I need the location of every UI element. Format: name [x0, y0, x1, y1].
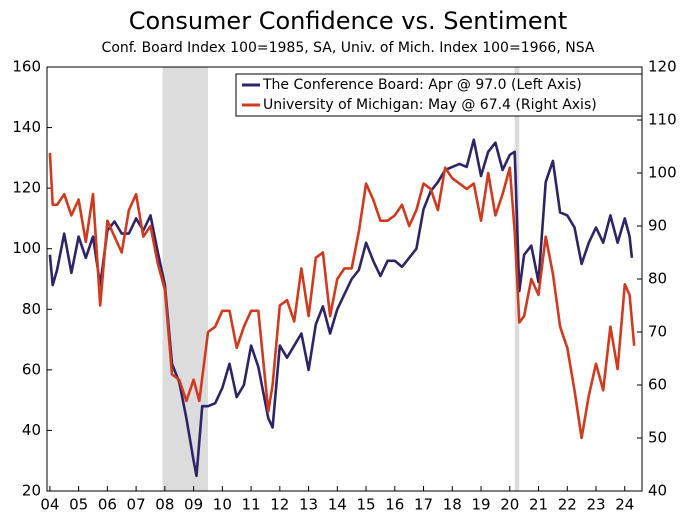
- x-tick-label: 18: [443, 496, 462, 514]
- x-tick-label: 05: [69, 496, 88, 514]
- x-tick-label: 15: [357, 496, 376, 514]
- y2-tick-label: 100: [648, 164, 677, 182]
- y-tick-label: 20: [22, 482, 41, 500]
- x-tick-label: 19: [471, 496, 490, 514]
- y2-tick-label: 80: [648, 270, 667, 288]
- x-tick-label: 08: [155, 496, 174, 514]
- y2-tick-label: 40: [648, 482, 667, 500]
- y-tick-label: 60: [22, 360, 41, 378]
- series-line: [48, 138, 634, 478]
- x-tick-label: 13: [299, 496, 318, 514]
- y2-tick-label: 120: [648, 58, 677, 76]
- x-tick-label: 12: [270, 496, 289, 514]
- x-tick-label: 04: [40, 496, 59, 514]
- legend-label: University of Michigan: May @ 67.4 (Righ…: [263, 97, 597, 113]
- x-tick-label: 11: [242, 496, 261, 514]
- x-tick-label: 07: [127, 496, 146, 514]
- y2-tick-label: 90: [648, 217, 667, 235]
- x-tick-label: 20: [500, 496, 519, 514]
- series-line: [48, 152, 636, 440]
- x-tick-label: 17: [414, 496, 433, 514]
- y-tick-label: 80: [22, 300, 41, 318]
- y2-tick-label: 60: [648, 376, 667, 394]
- chart-subtitle: Conf. Board Index 100=1985, SA, Univ. of…: [102, 40, 595, 56]
- y-tick-label: 100: [12, 239, 41, 257]
- y2-tick-label: 110: [648, 111, 677, 129]
- legend: The Conference Board: Apr @ 97.0 (Left A…: [235, 73, 643, 117]
- chart-title: Consumer Confidence vs. Sentiment: [129, 7, 568, 35]
- legend-box: [235, 73, 643, 117]
- y-tick-label: 140: [12, 118, 41, 136]
- x-tick-label: 09: [184, 496, 203, 514]
- x-tick-label: 21: [529, 496, 548, 514]
- x-tick-label: 22: [558, 496, 577, 514]
- y2-tick-label: 50: [648, 429, 667, 447]
- x-tick-label: 16: [385, 496, 404, 514]
- y-tick-label: 160: [12, 58, 41, 76]
- x-tick-label: 24: [615, 496, 634, 514]
- y-tick-label: 120: [12, 179, 41, 197]
- y2-tick-label: 70: [648, 323, 667, 341]
- legend-label: The Conference Board: Apr @ 97.0 (Left A…: [262, 77, 582, 93]
- x-tick-label: 06: [98, 496, 117, 514]
- y-tick-label: 40: [22, 421, 41, 439]
- x-tick-label: 23: [586, 496, 605, 514]
- x-tick-label: 14: [328, 496, 347, 514]
- x-tick-label: 10: [213, 496, 232, 514]
